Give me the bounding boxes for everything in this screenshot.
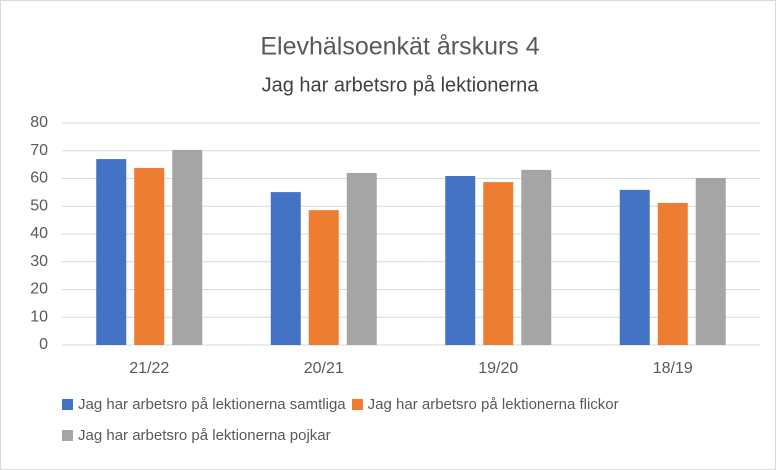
bar bbox=[695, 177, 726, 345]
bar bbox=[346, 172, 377, 345]
y-tick-label: 10 bbox=[30, 308, 48, 325]
bar bbox=[619, 189, 650, 345]
bar bbox=[483, 182, 514, 345]
legend-swatch bbox=[62, 430, 73, 441]
x-tick-label: 19/20 bbox=[478, 360, 518, 377]
y-tick-label: 60 bbox=[30, 170, 48, 187]
x-tick-label: 21/22 bbox=[129, 360, 169, 377]
bar bbox=[172, 149, 203, 345]
y-tick-label: 80 bbox=[30, 114, 48, 131]
legend: Jag har arbetsro på lektionerna samtliga… bbox=[62, 396, 752, 444]
bar bbox=[270, 192, 301, 345]
y-tick-label: 70 bbox=[30, 142, 48, 159]
x-tick-label: 18/19 bbox=[653, 360, 693, 377]
bar bbox=[308, 210, 339, 345]
y-tick-label: 30 bbox=[30, 253, 48, 270]
bar bbox=[657, 202, 688, 345]
chart-subtitle: Jag har arbetsro på lektionerna bbox=[262, 74, 540, 96]
legend-item: Jag har arbetsro på lektionerna samtliga bbox=[62, 396, 346, 413]
legend-swatch bbox=[351, 399, 363, 410]
legend-label: Jag har arbetsro på lektionerna pojkar bbox=[78, 427, 331, 444]
bar bbox=[134, 167, 165, 345]
chart-title: Elevhälsoenkät årskurs 4 bbox=[260, 33, 539, 61]
legend-label: Jag har arbetsro på lektionerna samtliga bbox=[78, 396, 346, 413]
legend-item: Jag har arbetsro på lektionerna pojkar bbox=[62, 427, 331, 444]
bar bbox=[445, 176, 476, 345]
bar bbox=[96, 159, 127, 345]
x-tick-label: 20/21 bbox=[304, 360, 344, 377]
legend-label: Jag har arbetsro på lektionerna flickor bbox=[367, 396, 619, 413]
legend-swatch bbox=[62, 399, 73, 410]
y-tick-label: 0 bbox=[39, 336, 48, 353]
y-tick-label: 20 bbox=[30, 281, 48, 298]
y-tick-label: 40 bbox=[30, 225, 48, 242]
bar bbox=[521, 169, 552, 345]
legend-item: Jag har arbetsro på lektionerna flickor bbox=[351, 396, 619, 413]
y-tick-label: 50 bbox=[30, 197, 48, 214]
